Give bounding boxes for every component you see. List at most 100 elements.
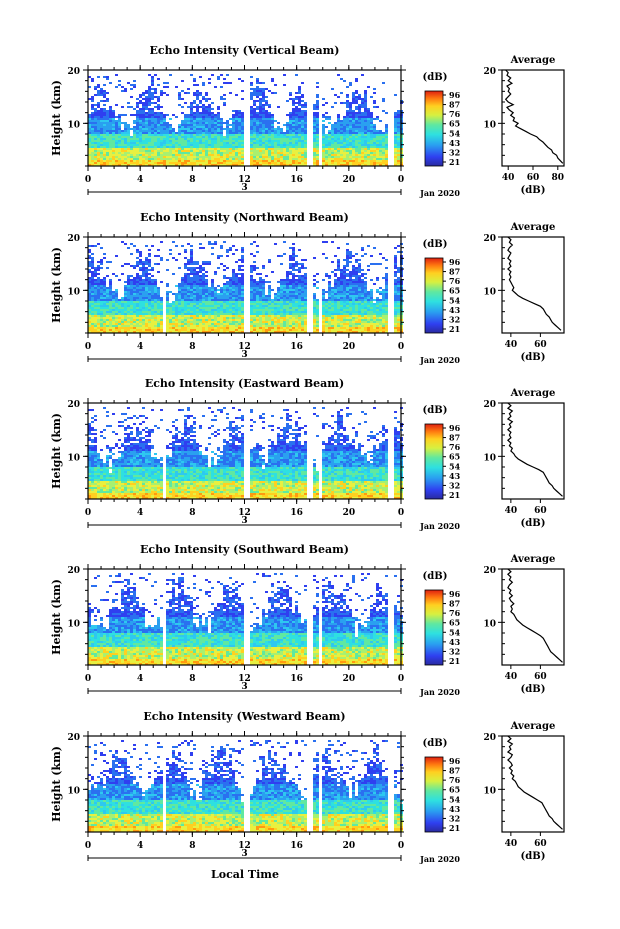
heatmap-cell — [136, 313, 139, 315]
heatmap-cell — [259, 327, 262, 329]
heatmap-cell — [241, 309, 244, 311]
heatmap-cell — [355, 144, 358, 146]
heatmap-cell — [283, 124, 286, 126]
heatmap-cell — [346, 146, 349, 148]
heatmap-cell — [289, 112, 292, 114]
heatmap-cell — [166, 311, 169, 313]
heatmap-cell — [148, 285, 151, 287]
heatmap-cell — [193, 164, 196, 166]
heatmap-cell — [376, 154, 379, 156]
heatmap-cell — [121, 309, 124, 311]
heatmap-cell — [121, 307, 124, 309]
heatmap-cell — [187, 156, 190, 158]
heatmap-cell — [184, 156, 187, 158]
heatmap-cell — [325, 160, 328, 162]
heatmap-cell — [238, 144, 241, 146]
heatmap-cell — [214, 146, 217, 148]
heatmap-cell — [322, 114, 325, 116]
heatmap-cell — [313, 112, 316, 114]
heatmap-cell — [226, 124, 229, 126]
heatmap-cell — [196, 106, 199, 108]
heatmap-cell — [217, 319, 220, 321]
heatmap-cell — [202, 134, 205, 136]
heatmap-cell — [160, 307, 163, 309]
heatmap-cell — [340, 146, 343, 148]
heatmap-cell — [376, 164, 379, 166]
heatmap-cell — [115, 329, 118, 331]
heatmap-cell — [109, 114, 112, 116]
heatmap-cell — [289, 136, 292, 138]
heatmap-cell — [118, 146, 121, 148]
heatmap-cell — [199, 132, 202, 134]
heatmap-cell — [109, 287, 112, 289]
heatmap-cell — [250, 132, 253, 134]
heatmap-cell — [262, 96, 265, 98]
heatmap-cell — [205, 285, 208, 287]
heatmap-cell — [277, 148, 280, 150]
heatmap-cell — [211, 148, 214, 150]
heatmap-cell — [283, 136, 286, 138]
panel-title: Echo Intensity (Northward Beam) — [140, 211, 349, 224]
heatmap-cell — [232, 126, 235, 128]
heatmap-cell — [166, 283, 169, 285]
heatmap-cell — [334, 128, 337, 130]
heatmap-cell — [136, 281, 139, 283]
heatmap-cell — [286, 134, 289, 136]
heatmap-cell — [256, 329, 259, 331]
heatmap-cell — [253, 299, 256, 301]
heatmap-cell — [331, 124, 334, 126]
heatmap-cell — [259, 122, 262, 124]
heatmap-cell — [349, 142, 352, 144]
heatmap-cell — [178, 267, 181, 269]
heatmap-cell — [139, 275, 142, 277]
heatmap-cell — [88, 124, 91, 126]
heatmap-cell — [274, 313, 277, 315]
y-axis-label: Height (km) — [50, 247, 63, 323]
heatmap-cell — [205, 299, 208, 301]
heatmap-cell — [289, 295, 292, 297]
heatmap-cell — [256, 245, 259, 247]
heatmap-cell — [337, 74, 340, 76]
heatmap-cell — [124, 243, 127, 245]
heatmap-cell — [181, 283, 184, 285]
heatmap-cell — [229, 313, 232, 315]
heatmap-cell — [295, 92, 298, 94]
heatmap-cell — [175, 331, 178, 333]
heatmap-cell — [91, 144, 94, 146]
heatmap-cell — [229, 142, 232, 144]
heatmap-cell — [97, 120, 100, 122]
heatmap-cell — [118, 142, 121, 144]
heatmap-cell — [220, 297, 223, 299]
heatmap-cell — [280, 283, 283, 285]
heatmap-cell — [232, 152, 235, 154]
heatmap-cell — [271, 140, 274, 142]
heatmap-cell — [145, 118, 148, 120]
heatmap-cell — [352, 140, 355, 142]
heatmap-cell — [211, 158, 214, 160]
heatmap-cell — [103, 158, 106, 160]
heatmap-cell — [352, 142, 355, 144]
heatmap-cell — [298, 156, 301, 158]
heatmap-cell — [157, 307, 160, 309]
heatmap-cell — [238, 116, 241, 118]
heatmap-cell — [136, 112, 139, 114]
heatmap-cell — [151, 124, 154, 126]
heatmap-cell — [151, 287, 154, 289]
heatmap-cell — [235, 321, 238, 323]
heatmap-cell — [235, 281, 238, 283]
heatmap-cell — [187, 122, 190, 124]
heatmap-cell — [160, 150, 163, 152]
heatmap-cell — [226, 160, 229, 162]
heatmap-cell — [322, 120, 325, 122]
heatmap-cell — [232, 279, 235, 281]
heatmap-cell — [232, 253, 235, 255]
heatmap-cell — [253, 265, 256, 267]
heatmap-cell — [199, 309, 202, 311]
heatmap-cell — [112, 307, 115, 309]
heatmap-cell — [196, 94, 199, 96]
heatmap-cell — [139, 261, 142, 263]
heatmap-cell — [133, 301, 136, 303]
heatmap-cell — [292, 156, 295, 158]
heatmap-cell — [238, 152, 241, 154]
heatmap-cell — [199, 301, 202, 303]
